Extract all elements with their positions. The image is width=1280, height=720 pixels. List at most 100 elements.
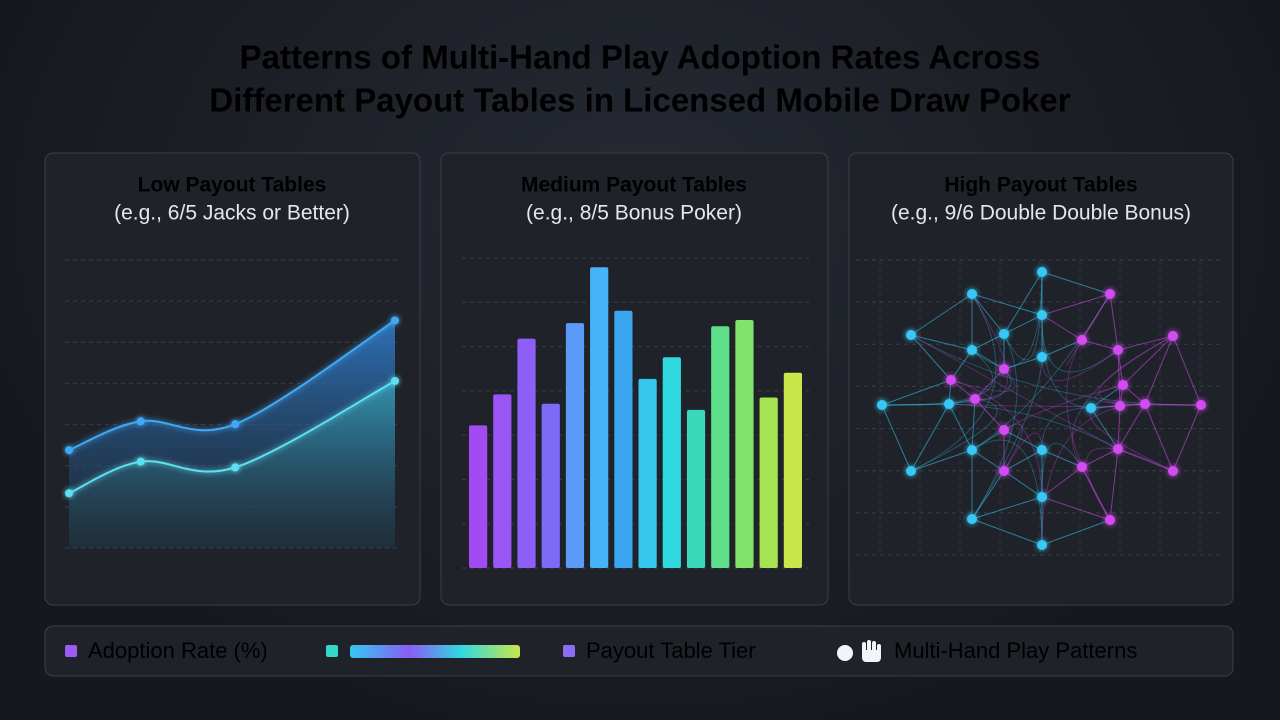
node (1037, 540, 1047, 550)
edge (1003, 314, 1043, 335)
bar (493, 394, 512, 568)
panel-title: High Payout Tables (944, 174, 1137, 197)
point (231, 420, 240, 429)
edge (1081, 466, 1111, 521)
edge (1117, 448, 1174, 472)
node (1168, 466, 1178, 476)
edge (971, 293, 1111, 451)
edge (1003, 449, 1043, 472)
node (1037, 492, 1047, 502)
edge (1041, 314, 1083, 341)
node (999, 364, 1009, 374)
point (65, 489, 73, 498)
node (1037, 267, 1047, 277)
edge (1089, 405, 1174, 472)
line (68, 380, 396, 495)
edge (971, 439, 1043, 546)
edge (1117, 403, 1146, 450)
area (69, 380, 395, 548)
edge (881, 403, 950, 406)
point (391, 376, 399, 385)
point (136, 457, 145, 466)
edge (1041, 293, 1111, 316)
edge (1081, 293, 1111, 341)
edge (1003, 384, 1124, 431)
node (1037, 310, 1047, 320)
node (1086, 403, 1096, 413)
node (967, 289, 977, 299)
edge (881, 368, 1012, 406)
edge (1144, 335, 1174, 405)
legend-label: Payout Table Tier (586, 638, 756, 663)
node (999, 425, 1009, 435)
edge (971, 518, 1043, 546)
edge (1041, 271, 1111, 295)
edge (1122, 335, 1174, 386)
edge (1003, 356, 1043, 370)
edge (910, 403, 950, 472)
node (1037, 445, 1047, 455)
panel-subtitle: (e.g., 9/6 Double Double Bonus) (891, 202, 1191, 225)
edge (1109, 293, 1119, 351)
edge (910, 334, 973, 351)
edge (1144, 403, 1202, 406)
edge (1003, 423, 1023, 472)
edge (1041, 349, 1119, 381)
edge (1094, 384, 1202, 406)
edge (1003, 271, 1043, 361)
edge (910, 398, 998, 472)
edge (1117, 335, 1174, 351)
edge (881, 404, 912, 472)
edge (971, 293, 1043, 316)
bar (686, 409, 706, 568)
edge (950, 349, 973, 381)
legend-swatch (326, 645, 338, 657)
panel (440, 152, 829, 606)
edge (1041, 466, 1083, 498)
bar (614, 310, 633, 568)
edge (971, 356, 1043, 520)
bar (783, 372, 802, 568)
edge (1041, 449, 1083, 468)
legend-icon (837, 640, 881, 662)
edge (971, 470, 1005, 520)
panel-subtitle: (e.g., 8/5 Bonus Poker) (526, 202, 742, 225)
point (136, 417, 145, 426)
bar (469, 425, 488, 568)
edge (1085, 447, 1174, 521)
node (1168, 331, 1178, 341)
edge (881, 379, 952, 406)
edge (1090, 384, 1124, 409)
edge (948, 403, 1119, 450)
legend-swatch (563, 645, 575, 657)
node (1113, 444, 1123, 454)
node (1140, 399, 1150, 409)
legend-gradient (350, 645, 520, 658)
edge (1066, 293, 1111, 366)
edge (1117, 349, 1124, 386)
bar (565, 323, 585, 568)
edge (910, 293, 997, 472)
edge (1081, 339, 1119, 351)
edge (1041, 442, 1083, 498)
panel-title: Medium Payout Tables (521, 174, 747, 197)
node (1118, 380, 1128, 390)
node (946, 375, 956, 385)
bar (541, 403, 560, 568)
node (906, 466, 916, 476)
edge (1172, 335, 1202, 406)
edge (1071, 335, 1174, 468)
edge (1003, 429, 1043, 451)
edge (1081, 448, 1119, 468)
legend-label: Multi-Hand Play Patterns (894, 638, 1137, 663)
edge (950, 379, 976, 400)
edge (1041, 339, 1083, 358)
bar (517, 338, 536, 568)
node (1077, 335, 1087, 345)
edge (971, 496, 1043, 520)
edge (971, 333, 1005, 351)
title-line: Patterns of Multi-Hand Play Adoption Rat… (240, 39, 1041, 76)
edge (950, 379, 1043, 498)
node (1105, 289, 1115, 299)
